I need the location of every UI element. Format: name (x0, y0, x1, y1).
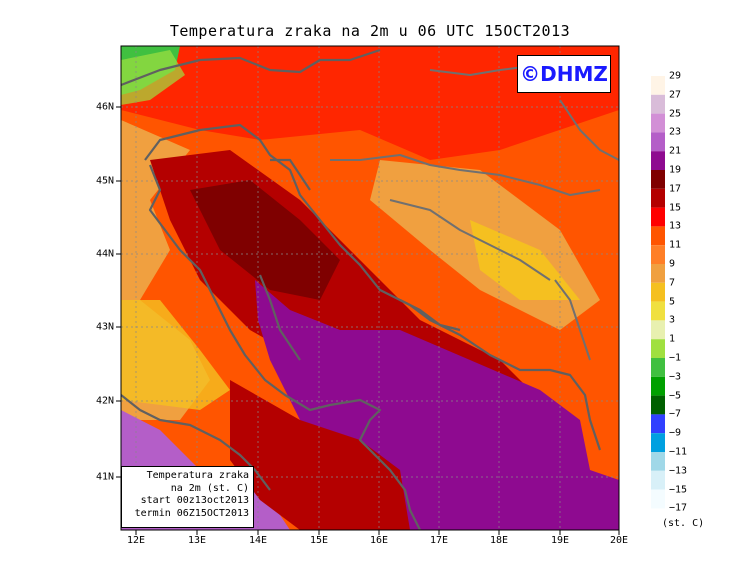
legend-label: 13 (669, 220, 682, 232)
lon-label-12: 12E (126, 535, 146, 546)
legend-label: −11 (669, 446, 688, 458)
legend-label: 1 (669, 333, 676, 345)
legend-label: 7 (669, 277, 676, 289)
legend-units: (st. C) (662, 518, 705, 529)
map-title: Temperatura zraka na 2m u 06 UTC 15OCT20… (169, 22, 571, 40)
legend-label: −17 (669, 502, 688, 514)
legend-swatch (651, 170, 665, 189)
legend-swatch (651, 339, 665, 358)
legend-swatch (651, 489, 665, 509)
info-line-1: Temperatura zraka (146, 470, 249, 481)
legend-swatch (651, 245, 665, 264)
legend-label: 27 (669, 89, 682, 101)
legend-label: −5 (669, 390, 682, 402)
legend-swatch (651, 226, 665, 246)
legend-label: −15 (669, 484, 688, 496)
coastlines (121, 48, 602, 530)
lon-label-16: 16E (369, 535, 389, 546)
lon-label-18: 18E (489, 535, 509, 546)
legend-swatch (651, 301, 665, 321)
legend-swatch (651, 94, 665, 114)
lon-label-15: 15E (309, 535, 329, 546)
legend-swatch (651, 264, 665, 283)
legend-swatch (651, 207, 665, 227)
south-red-zone (230, 380, 410, 530)
legend-label: −9 (669, 427, 682, 439)
legend-label: 5 (669, 296, 676, 308)
color-legend (651, 76, 665, 509)
legend-swatch (651, 113, 665, 133)
legend-label: 3 (669, 314, 676, 326)
lon-label-14: 14E (248, 535, 268, 546)
legend-swatch (651, 358, 665, 377)
legend-swatch (651, 414, 665, 434)
lat-label-43: 43N (95, 321, 114, 333)
legend-label: 21 (669, 145, 682, 157)
lon-label-17: 17E (429, 535, 449, 546)
info-line-3: start 00z13oct2013 (140, 495, 249, 506)
info-line-4: termin 06Z15OCT2013 (134, 507, 249, 519)
lon-label-20: 20E (609, 535, 629, 546)
legend-swatch (651, 282, 665, 302)
legend-swatch (651, 188, 665, 208)
lat-label-46: 46N (95, 101, 114, 113)
adriatic-hot-core (190, 180, 340, 300)
legend-swatch (651, 132, 665, 152)
legend-swatch (651, 433, 665, 452)
legend-label: 23 (669, 126, 682, 138)
lon-label-19: 19E (550, 535, 570, 546)
legend-label: 9 (669, 258, 676, 270)
northern-red-zone (121, 46, 619, 160)
lat-label-42: 42N (95, 395, 114, 407)
legend-label: −7 (669, 408, 682, 420)
legend-label: −13 (669, 465, 688, 477)
legend-label: 29 (669, 70, 682, 82)
info-line-2: na 2m (st. C) (170, 482, 249, 494)
legend-label: 25 (669, 108, 682, 120)
legend-swatch (651, 395, 665, 415)
lon-label-13: 13E (187, 535, 207, 546)
yellow-corner (121, 50, 185, 105)
legend-swatch (651, 452, 665, 471)
legend-swatch (651, 151, 665, 170)
legend-label: 11 (669, 239, 682, 251)
lat-label-45: 45N (95, 175, 114, 187)
legend-label: 15 (669, 202, 682, 214)
dhmz-logo: ©DHMZ (517, 55, 611, 93)
legend-label: 17 (669, 183, 682, 195)
legend-label: −1 (669, 352, 682, 364)
info-box: Temperatura zraka na 2m (st. C) start 00… (121, 466, 254, 528)
legend-label: 19 (669, 164, 682, 176)
ionian-sea (255, 280, 619, 530)
lat-label-44: 44N (95, 248, 114, 260)
legend-swatch (651, 320, 665, 340)
italy-cool-zone (121, 300, 230, 410)
balkan-yellow-zone (470, 220, 580, 300)
legend-label: −3 (669, 371, 682, 383)
lat-label-41: 41N (95, 471, 114, 483)
legend-swatch (651, 76, 665, 95)
legend-swatch (651, 470, 665, 490)
legend-swatch (651, 376, 665, 396)
